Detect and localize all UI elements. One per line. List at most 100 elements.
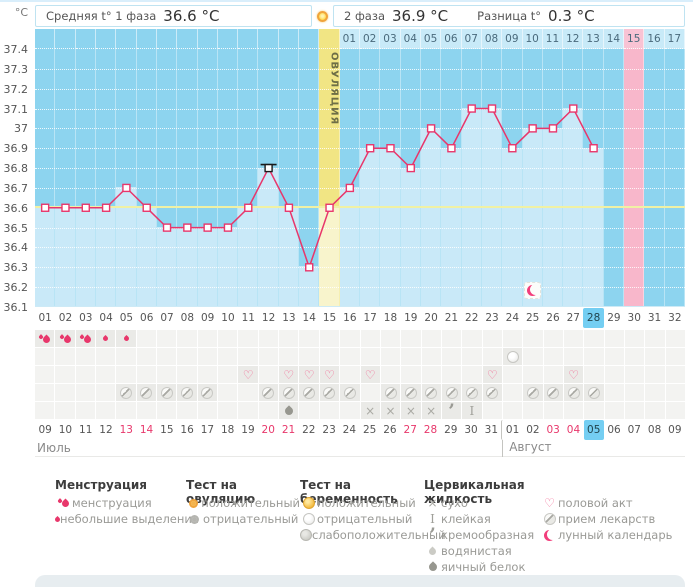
chart-day-column[interactable] [217, 49, 239, 306]
calendar-date-cell[interactable]: 30 [464, 424, 478, 436]
cycle-day-cell[interactable]: 19 [404, 312, 418, 324]
symptom-cell[interactable] [279, 384, 299, 401]
symptom-cell[interactable] [75, 402, 96, 419]
cycle-day-cell[interactable]: 29 [607, 312, 621, 324]
symptom-cell[interactable]: ♡ [238, 366, 258, 383]
calendar-date-cell[interactable]: 20 [261, 424, 275, 436]
symptom-cell[interactable] [604, 330, 624, 347]
calendar-date-cell[interactable]: 08 [647, 424, 662, 436]
symptom-cell[interactable] [624, 402, 645, 419]
chart-day-column[interactable] [400, 49, 421, 306]
symptom-cell[interactable] [177, 366, 197, 383]
temperature-point[interactable] [101, 203, 111, 212]
temperature-point[interactable] [142, 203, 151, 212]
symptom-cell[interactable] [604, 384, 624, 401]
cycle-day-cell[interactable]: 30 [627, 312, 641, 324]
chart-day-column[interactable] [278, 49, 300, 306]
symptom-cell[interactable] [218, 330, 238, 347]
temperature-point[interactable] [203, 223, 212, 232]
calendar-date-cell[interactable]: 15 [160, 424, 174, 436]
symptom-cell[interactable] [258, 348, 279, 365]
chart-day-column[interactable] [360, 49, 381, 306]
symptom-cell[interactable] [624, 366, 645, 383]
chart-day-column[interactable] [197, 49, 218, 306]
symptom-cell[interactable] [340, 366, 360, 383]
symptom-cell[interactable] [75, 330, 96, 347]
symptom-cell[interactable] [563, 348, 584, 365]
temperature-point[interactable] [264, 163, 273, 173]
symptom-cell[interactable] [523, 348, 543, 365]
calendar-date-cell[interactable]: 18 [220, 424, 235, 436]
temperature-point[interactable] [325, 203, 334, 212]
symptom-cell[interactable] [96, 384, 116, 401]
symptom-cell[interactable] [55, 348, 75, 365]
symptom-cell[interactable] [380, 330, 401, 347]
symptom-cell[interactable] [584, 348, 604, 365]
symptom-cell[interactable] [177, 348, 197, 365]
symptom-cell[interactable] [645, 366, 665, 383]
calendar-date-cell[interactable]: 07 [627, 424, 641, 436]
symptom-cell[interactable] [441, 384, 462, 401]
symptom-cell[interactable] [665, 366, 685, 383]
temperature-point[interactable] [244, 203, 253, 212]
cycle-day-cell[interactable]: 16 [343, 312, 357, 324]
symptom-cell[interactable] [299, 384, 319, 401]
symptom-cell[interactable] [299, 402, 319, 419]
calendar-date-cell[interactable]: 28 [423, 424, 438, 436]
symptom-cell[interactable] [340, 330, 360, 347]
calendar-date-cell[interactable]: 25 [362, 424, 377, 436]
chart-day-column[interactable] [319, 49, 340, 306]
symptom-cell[interactable] [197, 384, 218, 401]
symptom-cell[interactable] [421, 366, 441, 383]
symptom-cell[interactable] [482, 330, 502, 347]
chart-day-column[interactable] [75, 49, 96, 306]
symptom-cell[interactable] [319, 384, 340, 401]
temperature-point[interactable] [487, 104, 497, 113]
cycle-day-cell[interactable]: 23 [485, 312, 499, 324]
symptom-cell[interactable]: ♡ [279, 366, 299, 383]
symptom-cell[interactable] [136, 366, 157, 383]
symptom-cell[interactable] [55, 384, 75, 401]
calendar-date-cell[interactable]: 24 [342, 424, 357, 436]
symptom-cell[interactable] [96, 330, 116, 347]
temperature-point[interactable] [365, 144, 375, 153]
symptom-cell[interactable] [218, 402, 238, 419]
symptom-cell[interactable] [421, 384, 441, 401]
symptom-cell[interactable] [523, 384, 543, 401]
calendar-date-cell[interactable]: 22 [302, 424, 316, 436]
symptom-cell[interactable] [543, 366, 563, 383]
symptom-cell[interactable] [584, 330, 604, 347]
cycle-day-cell[interactable]: 18 [383, 312, 398, 324]
chart-day-column[interactable] [95, 49, 117, 306]
lunar-calendar-marker[interactable] [524, 282, 542, 299]
symptom-cell[interactable] [136, 330, 157, 347]
symptom-cell[interactable] [136, 402, 157, 419]
symptom-cell[interactable] [624, 384, 645, 401]
calendar-date-cell[interactable]: 21 [281, 424, 296, 436]
calendar-date-cell[interactable]: 16 [180, 424, 194, 436]
chart-day-column[interactable] [502, 49, 523, 306]
symptom-cell[interactable] [340, 384, 360, 401]
symptom-cell[interactable] [502, 384, 523, 401]
symptom-cell[interactable] [360, 330, 380, 347]
symptom-cell[interactable] [340, 402, 360, 419]
symptom-cell[interactable]: ♡ [299, 366, 319, 383]
cycle-day-cell[interactable]: 10 [221, 312, 235, 324]
symptom-cell[interactable] [624, 348, 645, 365]
calendar-date-cell[interactable]: 19 [241, 424, 255, 436]
symptom-cell[interactable] [462, 384, 482, 401]
symptom-cell[interactable] [665, 348, 685, 365]
cycle-day-cell[interactable]: 07 [160, 312, 174, 324]
symptom-cell[interactable] [75, 366, 96, 383]
temperature-point[interactable] [162, 223, 172, 232]
temperature-point[interactable] [345, 183, 355, 193]
symptom-cell[interactable] [380, 384, 401, 401]
temperature-point[interactable] [548, 124, 558, 133]
chart-day-column[interactable] [522, 49, 543, 306]
symptom-cell[interactable] [258, 330, 279, 347]
symptom-cell[interactable] [401, 366, 421, 383]
symptom-cell[interactable] [35, 402, 55, 419]
symptom-cell[interactable] [197, 348, 218, 365]
symptom-cell[interactable] [258, 366, 279, 383]
symptom-cell[interactable] [258, 402, 279, 419]
